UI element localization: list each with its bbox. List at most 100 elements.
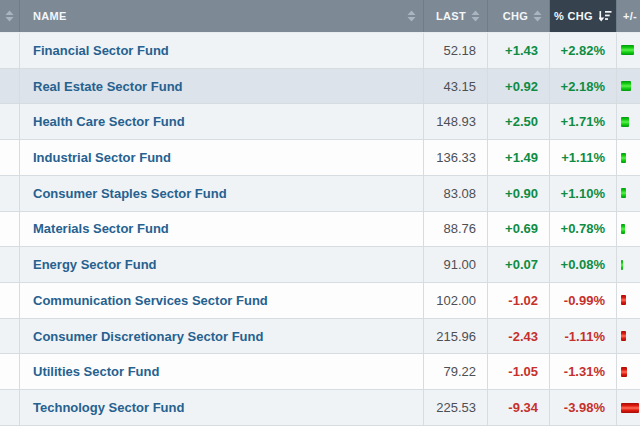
- row-handle-cell: [0, 354, 20, 389]
- change-bar: [621, 367, 627, 377]
- last-value: 215.96: [424, 319, 488, 354]
- pct-chg-value: -1.11%: [550, 319, 617, 354]
- chg-value: +1.49: [488, 140, 550, 175]
- change-bar-cell: [617, 354, 640, 389]
- last-value: 88.76: [424, 212, 488, 247]
- column-header-last[interactable]: LAST: [424, 0, 488, 32]
- column-label: NAME: [33, 10, 67, 22]
- fund-name-cell[interactable]: Consumer Staples Sector Fund: [20, 176, 424, 211]
- fund-name-cell[interactable]: Utilities Sector Fund: [20, 354, 424, 389]
- change-bar: [621, 45, 634, 55]
- chg-value: +1.43: [488, 33, 550, 68]
- table-row[interactable]: Utilities Sector Fund 79.22 -1.05 -1.31%: [0, 354, 640, 390]
- table-row[interactable]: Materials Sector Fund 88.76 +0.69 +0.78%: [0, 212, 640, 248]
- sort-arrows-icon: [5, 10, 14, 22]
- last-value: 102.00: [424, 283, 488, 318]
- table-row[interactable]: Consumer Discretionary Sector Fund 215.9…: [0, 319, 640, 355]
- table-header: NAME LAST CHG % CHG: [0, 0, 640, 33]
- last-value: 83.08: [424, 176, 488, 211]
- change-bar: [621, 153, 626, 163]
- fund-name-link[interactable]: Energy Sector Fund: [33, 257, 157, 272]
- table-row[interactable]: Industrial Sector Fund 136.33 +1.49 +1.1…: [0, 140, 640, 176]
- change-bar-cell: [617, 390, 640, 425]
- change-bar-cell: [617, 33, 640, 68]
- fund-name-cell[interactable]: Financial Sector Fund: [20, 33, 424, 68]
- fund-name-link[interactable]: Real Estate Sector Fund: [33, 79, 183, 94]
- chg-value: +0.92: [488, 69, 550, 104]
- fund-name-link[interactable]: Communication Services Sector Fund: [33, 293, 268, 308]
- fund-name-cell[interactable]: Materials Sector Fund: [20, 212, 424, 247]
- fund-name-cell[interactable]: Consumer Discretionary Sector Fund: [20, 319, 424, 354]
- last-value: 91.00: [424, 247, 488, 282]
- change-bar: [621, 331, 626, 341]
- table-row[interactable]: Health Care Sector Fund 148.93 +2.50 +1.…: [0, 104, 640, 140]
- column-label: CHG: [503, 10, 528, 22]
- fund-name-link[interactable]: Financial Sector Fund: [33, 43, 169, 58]
- chg-value: -9.34: [488, 390, 550, 425]
- change-bar-cell: [617, 69, 640, 104]
- change-bar: [621, 295, 626, 305]
- chg-value: +2.50: [488, 104, 550, 139]
- chg-value: -2.43: [488, 319, 550, 354]
- row-handle-cell: [0, 247, 20, 282]
- row-handle-cell: [0, 33, 20, 68]
- sort-arrows-icon: [471, 10, 480, 22]
- table-row[interactable]: Real Estate Sector Fund 43.15 +0.92 +2.1…: [0, 69, 640, 105]
- change-bar: [621, 224, 625, 234]
- pct-chg-value: -3.98%: [550, 390, 617, 425]
- change-bar-cell: [617, 283, 640, 318]
- last-value: 52.18: [424, 33, 488, 68]
- pct-chg-value: +2.18%: [550, 69, 617, 104]
- row-handle-cell: [0, 319, 20, 354]
- fund-name-link[interactable]: Materials Sector Fund: [33, 221, 169, 236]
- fund-name-cell[interactable]: Industrial Sector Fund: [20, 140, 424, 175]
- pct-chg-value: +0.78%: [550, 212, 617, 247]
- chg-value: +0.69: [488, 212, 550, 247]
- fund-name-link[interactable]: Utilities Sector Fund: [33, 364, 159, 379]
- fund-name-link[interactable]: Consumer Discretionary Sector Fund: [33, 329, 263, 344]
- row-handle-cell: [0, 140, 20, 175]
- table-row[interactable]: Communication Services Sector Fund 102.0…: [0, 283, 640, 319]
- last-value: 43.15: [424, 69, 488, 104]
- column-header-plus-minus[interactable]: +/-: [617, 0, 640, 32]
- column-header-chg[interactable]: CHG: [488, 0, 550, 32]
- table-row[interactable]: Energy Sector Fund 91.00 +0.07 +0.08%: [0, 247, 640, 283]
- column-label: +/-: [623, 10, 637, 22]
- column-label: LAST: [436, 10, 466, 22]
- fund-name-cell[interactable]: Energy Sector Fund: [20, 247, 424, 282]
- change-bar-cell: [617, 140, 640, 175]
- change-bar: [621, 188, 626, 198]
- row-handle-cell: [0, 390, 20, 425]
- pct-chg-value: -1.31%: [550, 354, 617, 389]
- fund-name-cell[interactable]: Real Estate Sector Fund: [20, 69, 424, 104]
- sort-arrows-icon: [407, 10, 416, 22]
- row-handle-cell: [0, 69, 20, 104]
- fund-name-cell[interactable]: Technology Sector Fund: [20, 390, 424, 425]
- fund-name-cell[interactable]: Health Care Sector Fund: [20, 104, 424, 139]
- chg-value: -1.05: [488, 354, 550, 389]
- change-bar: [621, 260, 623, 270]
- fund-name-link[interactable]: Industrial Sector Fund: [33, 150, 171, 165]
- table-row[interactable]: Technology Sector Fund 225.53 -9.34 -3.9…: [0, 390, 640, 426]
- fund-name-link[interactable]: Health Care Sector Fund: [33, 114, 185, 129]
- table-row[interactable]: Financial Sector Fund 52.18 +1.43 +2.82%: [0, 33, 640, 69]
- pct-chg-value: +1.11%: [550, 140, 617, 175]
- pct-chg-value: +1.10%: [550, 176, 617, 211]
- table-body: Financial Sector Fund 52.18 +1.43 +2.82%…: [0, 33, 640, 426]
- column-header-pct-chg[interactable]: % CHG: [550, 0, 617, 32]
- fund-name-cell[interactable]: Communication Services Sector Fund: [20, 283, 424, 318]
- column-header-name[interactable]: NAME: [20, 0, 424, 32]
- row-sort-header[interactable]: [0, 0, 20, 32]
- pct-chg-value: +2.82%: [550, 33, 617, 68]
- pct-chg-value: -0.99%: [550, 283, 617, 318]
- change-bar-cell: [617, 212, 640, 247]
- chg-value: -1.02: [488, 283, 550, 318]
- change-bar: [621, 117, 629, 127]
- row-handle-cell: [0, 212, 20, 247]
- table-row[interactable]: Consumer Staples Sector Fund 83.08 +0.90…: [0, 176, 640, 212]
- column-label: % CHG: [554, 10, 593, 22]
- last-value: 136.33: [424, 140, 488, 175]
- fund-name-link[interactable]: Technology Sector Fund: [33, 400, 184, 415]
- row-handle-cell: [0, 176, 20, 211]
- fund-name-link[interactable]: Consumer Staples Sector Fund: [33, 186, 227, 201]
